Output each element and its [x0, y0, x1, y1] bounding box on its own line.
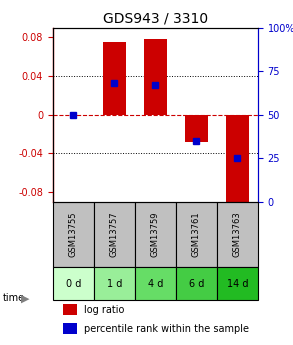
FancyBboxPatch shape: [217, 267, 258, 300]
Bar: [185, 115, 207, 142]
Text: GSM13763: GSM13763: [233, 212, 242, 257]
Bar: [103, 42, 125, 115]
Text: 4 d: 4 d: [148, 279, 163, 289]
Text: log ratio: log ratio: [84, 305, 124, 315]
Bar: [63, 304, 77, 315]
FancyBboxPatch shape: [94, 202, 135, 267]
Bar: [226, 115, 248, 202]
Title: GDS943 / 3310: GDS943 / 3310: [103, 11, 208, 25]
FancyBboxPatch shape: [217, 202, 258, 267]
FancyBboxPatch shape: [53, 202, 94, 267]
Bar: [144, 39, 166, 115]
FancyBboxPatch shape: [135, 267, 176, 300]
Bar: [63, 323, 77, 334]
Text: ▶: ▶: [21, 294, 29, 303]
Text: GSM13761: GSM13761: [192, 212, 201, 257]
Text: time: time: [3, 294, 25, 303]
FancyBboxPatch shape: [176, 267, 217, 300]
Text: percentile rank within the sample: percentile rank within the sample: [84, 324, 248, 334]
Text: GSM13759: GSM13759: [151, 212, 160, 257]
FancyBboxPatch shape: [53, 267, 94, 300]
Text: 0 d: 0 d: [66, 279, 81, 289]
Text: 6 d: 6 d: [189, 279, 204, 289]
FancyBboxPatch shape: [135, 202, 176, 267]
FancyBboxPatch shape: [94, 267, 135, 300]
Text: 14 d: 14 d: [226, 279, 248, 289]
Text: GSM13755: GSM13755: [69, 212, 78, 257]
Text: GSM13757: GSM13757: [110, 212, 119, 257]
FancyBboxPatch shape: [176, 202, 217, 267]
Text: 1 d: 1 d: [107, 279, 122, 289]
